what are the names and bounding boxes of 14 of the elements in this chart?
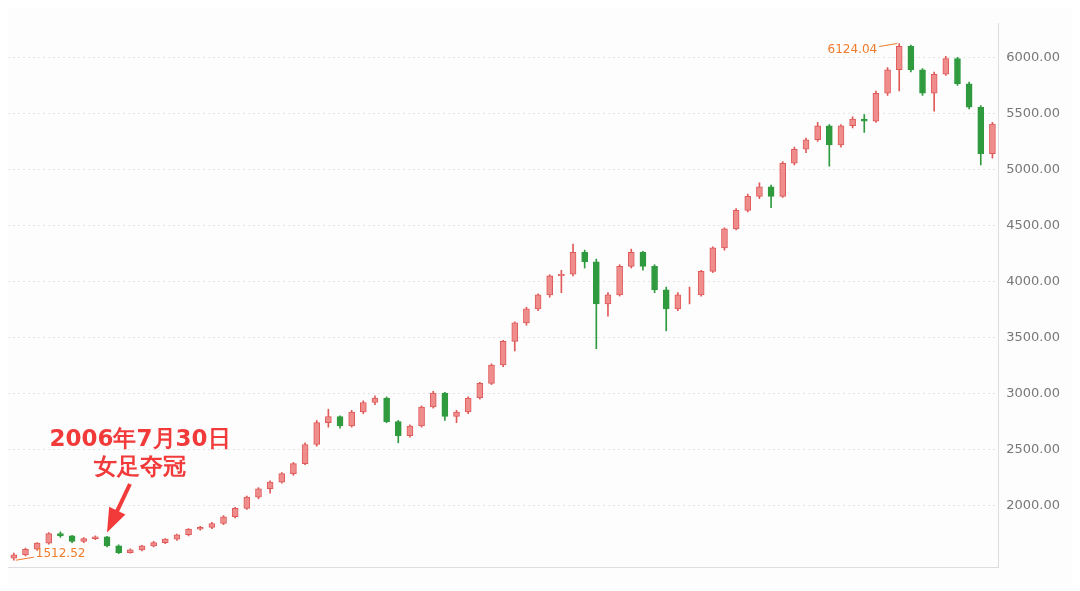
y-tick-label: 3500.00 bbox=[1006, 328, 1061, 344]
candlestick bbox=[860, 114, 868, 133]
annotation: 1512.52 bbox=[35, 546, 86, 561]
y-tick-label: 2000.00 bbox=[1006, 496, 1061, 512]
y-tick-label: 5000.00 bbox=[1006, 160, 1061, 176]
annotation: 2006年7月30日 bbox=[49, 424, 231, 451]
y-tick-label: 4000.00 bbox=[1006, 272, 1061, 288]
y-tick-label: 4500.00 bbox=[1006, 216, 1061, 232]
annotation: 6124.04 bbox=[827, 41, 878, 56]
y-tick-label: 3000.00 bbox=[1006, 384, 1061, 400]
y-tick-label: 6000.00 bbox=[1006, 48, 1061, 64]
y-tick-label: 2500.00 bbox=[1006, 440, 1061, 456]
annotation: 女足夺冠 bbox=[93, 452, 186, 479]
y-tick-label: 5500.00 bbox=[1006, 104, 1061, 120]
